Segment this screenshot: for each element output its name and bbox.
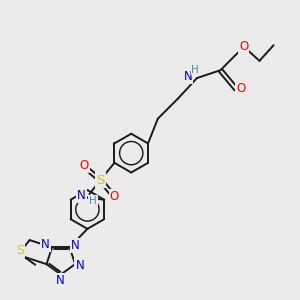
Text: N: N bbox=[71, 239, 80, 252]
Text: N: N bbox=[77, 189, 86, 202]
Text: O: O bbox=[236, 82, 245, 95]
Text: H: H bbox=[191, 64, 199, 75]
Text: N: N bbox=[184, 70, 193, 83]
Text: O: O bbox=[80, 160, 89, 172]
Text: O: O bbox=[239, 40, 248, 53]
Text: H: H bbox=[89, 196, 97, 206]
Text: S: S bbox=[16, 244, 25, 257]
Text: O: O bbox=[110, 190, 119, 203]
Text: N: N bbox=[41, 238, 50, 251]
Text: N: N bbox=[56, 274, 64, 287]
Text: N: N bbox=[75, 259, 84, 272]
Text: S: S bbox=[96, 173, 104, 187]
